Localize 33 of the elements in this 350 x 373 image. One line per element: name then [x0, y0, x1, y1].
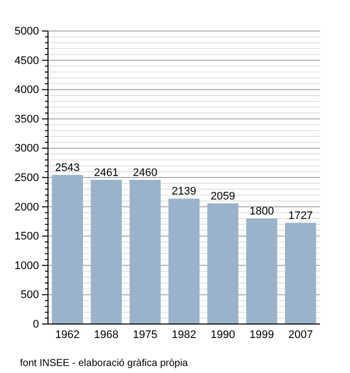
x-tick-label: 1962: [55, 328, 80, 341]
y-tick-label: 4500: [14, 54, 39, 67]
y-tick-label: 1000: [14, 260, 39, 272]
y-tick-label: 0: [32, 318, 39, 331]
bar: [130, 180, 161, 324]
x-tick-label: 1968: [94, 328, 119, 341]
y-tick-label: 2500: [14, 172, 39, 184]
y-tick-label: 2000: [14, 201, 39, 214]
data-label: 2059: [210, 190, 236, 202]
x-tick-label: 1975: [132, 328, 158, 341]
y-tick-label: 4000: [14, 84, 39, 96]
data-label: 1800: [249, 206, 274, 218]
text: font INSEE - elaboració gràfica pròpia: [20, 358, 188, 369]
x-tick-label: 2007: [288, 328, 313, 341]
data-label: 2460: [132, 166, 158, 179]
bar: [246, 218, 278, 324]
y-tick-label: 3500: [14, 113, 39, 126]
y-tick-label: 1500: [14, 230, 39, 243]
x-tick-label: 1982: [172, 328, 196, 341]
bar: [285, 222, 316, 324]
bar: [168, 198, 200, 324]
bar: [207, 203, 238, 324]
data-label: 1727: [288, 210, 313, 222]
y-tick-label: 500: [20, 289, 39, 302]
x-tick-label: 1999: [249, 328, 274, 341]
data-label: 2461: [94, 166, 119, 179]
bar: [52, 174, 83, 324]
data-label: 2543: [55, 162, 80, 174]
y-tick-label: 5000: [14, 26, 39, 38]
x-tick-label: 1990: [210, 328, 236, 341]
bar: [90, 180, 122, 324]
y-tick-label: 3000: [14, 142, 39, 155]
data-label: 2139: [172, 186, 196, 198]
